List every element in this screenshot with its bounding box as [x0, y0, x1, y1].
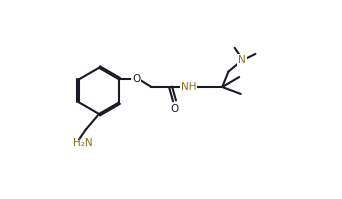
Text: NH: NH	[181, 82, 196, 92]
Text: O: O	[170, 104, 179, 114]
Text: N: N	[238, 55, 246, 65]
Text: H₂N: H₂N	[73, 138, 92, 148]
Text: O: O	[132, 74, 140, 84]
